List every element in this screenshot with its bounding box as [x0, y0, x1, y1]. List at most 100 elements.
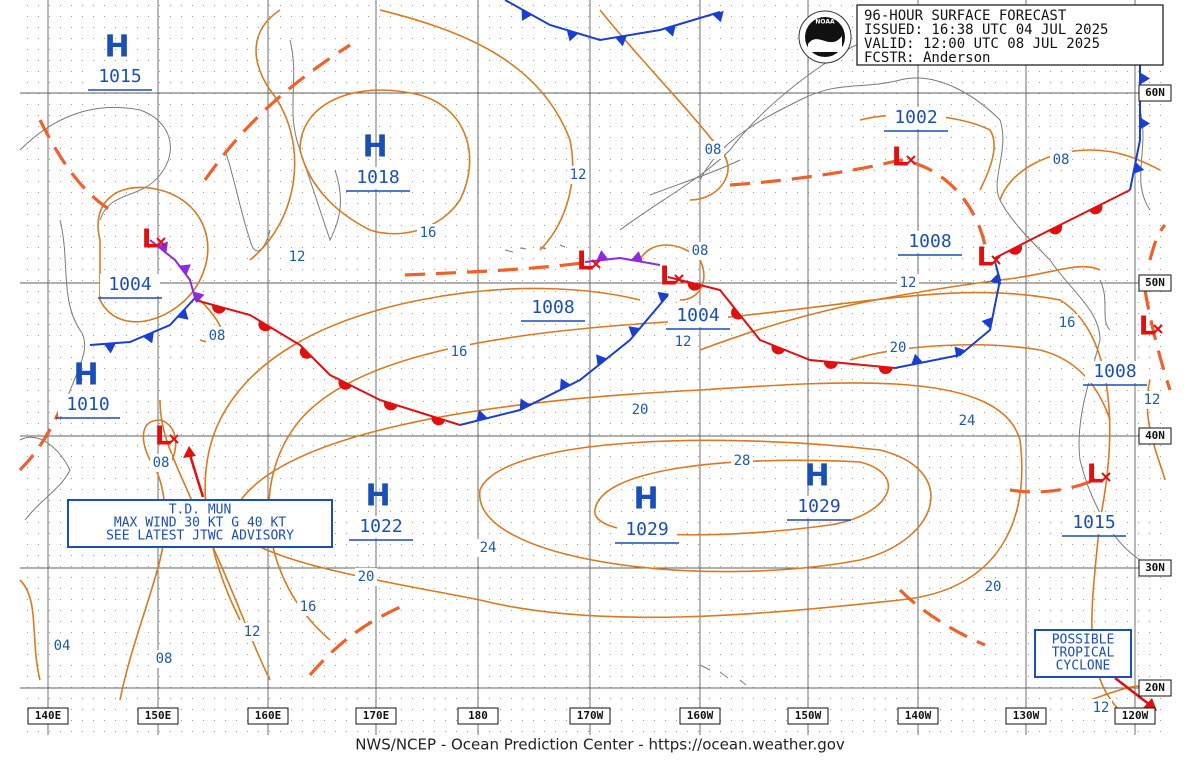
- cold-front-marker: [193, 291, 205, 304]
- isobar-label: 20: [985, 579, 1002, 595]
- axis-label-box: [679, 707, 721, 725]
- low-x: [674, 274, 684, 284]
- pressure-value: 1018: [356, 167, 399, 188]
- isobar-label: 12: [570, 167, 587, 183]
- isobar-label-bg: [1141, 391, 1163, 409]
- annotation-line: POSSIBLE: [1052, 633, 1115, 648]
- axis-label-box: [355, 707, 397, 725]
- cold-front-marker: [596, 250, 609, 261]
- isobar-label-bg: [689, 242, 711, 260]
- annotation-box: [1034, 629, 1132, 678]
- low-x: [1153, 324, 1163, 334]
- pressure-value: 1022: [359, 516, 402, 537]
- longitude-label: 180: [468, 709, 488, 722]
- warm-front-marker: [878, 366, 893, 375]
- low-letter: L: [577, 247, 594, 277]
- cold-front-marker: [664, 25, 676, 37]
- axis-label-box: [1138, 559, 1172, 577]
- cold-front-marker: [954, 346, 966, 359]
- isobar-label-bg: [887, 339, 909, 357]
- annotation-line: T.D. MUN: [169, 503, 232, 518]
- fine-grid: [20, 0, 1165, 735]
- high-letter: H: [104, 30, 129, 65]
- isobar-label-bg: [1056, 314, 1078, 332]
- cold-front-marker: [177, 308, 189, 320]
- isobar-label-bg: [206, 327, 228, 345]
- warm-front-marker: [383, 401, 398, 411]
- isobar-label: 08: [209, 328, 226, 344]
- pressure-value: 1008: [908, 231, 951, 252]
- pressure-bg: [348, 167, 408, 189]
- high-letter: H: [365, 479, 390, 514]
- isobar-label-bg: [956, 412, 978, 430]
- warm-front-marker: [687, 281, 702, 291]
- cold-front-marker: [615, 35, 627, 47]
- cold-front-marker: [990, 273, 1002, 285]
- warm-front-marker: [731, 307, 743, 320]
- pressure-value: 1004: [108, 274, 151, 295]
- isobar-label: 12: [675, 334, 692, 350]
- isobar-label-bg: [477, 539, 499, 557]
- pressure-bg: [90, 66, 150, 88]
- warm-front-marker: [431, 416, 446, 426]
- noaa-logo-text: NOAA: [815, 19, 835, 26]
- isobar-label: 20: [890, 340, 907, 356]
- cold-front-marker: [1133, 162, 1145, 174]
- pressure-bg: [100, 274, 160, 296]
- warm-front-marker: [1089, 204, 1103, 215]
- annotation-arrow: [188, 454, 205, 498]
- longitude-label: 150W: [795, 709, 822, 722]
- axis-label-box: [247, 707, 289, 725]
- low-x: [156, 237, 166, 247]
- isobar-label-bg: [417, 224, 439, 242]
- footer: NWS/NCEP - Ocean Prediction Center - htt…: [355, 736, 845, 754]
- cold-front-marker: [981, 317, 993, 329]
- warm-front-marker: [299, 346, 312, 359]
- axis-label-box: [1138, 274, 1172, 292]
- longitude-label: 170E: [363, 709, 390, 722]
- header-line: VALID: 12:00 UTC 08 JUL 2025: [864, 36, 1100, 52]
- isobar-label: 08: [1053, 152, 1070, 168]
- longitude-label: 160E: [255, 709, 282, 722]
- pressure-bg: [1064, 512, 1124, 534]
- cold-front-marker: [1140, 72, 1150, 85]
- low-x: [169, 434, 179, 444]
- cold-front-marker: [519, 398, 531, 411]
- isobar-label-bg: [982, 578, 1004, 596]
- axis-label-box: [457, 707, 499, 725]
- isobar-label: 12: [1144, 392, 1161, 408]
- front-line: [667, 276, 896, 369]
- cold-front-marker: [179, 264, 191, 276]
- low-letter: L: [660, 262, 677, 292]
- low-letter: L: [155, 422, 172, 452]
- axis-label-box: [897, 707, 939, 725]
- pressure-bg: [523, 297, 583, 319]
- labels: 60N 50N 40N 30N 20N 140E 150E 160E 170E 180 170W 16…: [27, 30, 1172, 725]
- longitude-label: 170W: [577, 709, 604, 722]
- isobar-label: 20: [358, 569, 375, 585]
- pressure-bg: [58, 394, 118, 416]
- pressure-bg: [617, 519, 677, 541]
- high-letter: H: [804, 459, 829, 494]
- isobar-label-bg: [1050, 151, 1072, 169]
- isobar-label-bg: [567, 166, 589, 184]
- lat-lon-grid: [20, 0, 1165, 735]
- low-letter: L: [142, 225, 159, 255]
- isobar-label-bg: [448, 343, 470, 361]
- isobar-label-bg: [672, 333, 694, 351]
- isobar-label: 16: [451, 344, 468, 360]
- header-line: 96-HOUR SURFACE FORECAST: [864, 8, 1067, 24]
- annotation-box: [67, 499, 333, 548]
- cold-front-marker: [476, 409, 488, 421]
- pressure-bg: [900, 231, 960, 253]
- isobar-label: 12: [1093, 700, 1110, 716]
- isobar-label: 08: [153, 455, 170, 471]
- pressure-value: 1010: [66, 394, 109, 415]
- axis-label-box: [1005, 707, 1047, 725]
- axis-label-box: [1138, 84, 1172, 102]
- isobar-label-bg: [241, 623, 263, 641]
- header: 96-HOUR SURFACE FORECAST ISSUED: 16:38 U…: [798, 4, 1164, 66]
- axis-label-box: [137, 707, 179, 725]
- axis-label-box: [787, 707, 829, 725]
